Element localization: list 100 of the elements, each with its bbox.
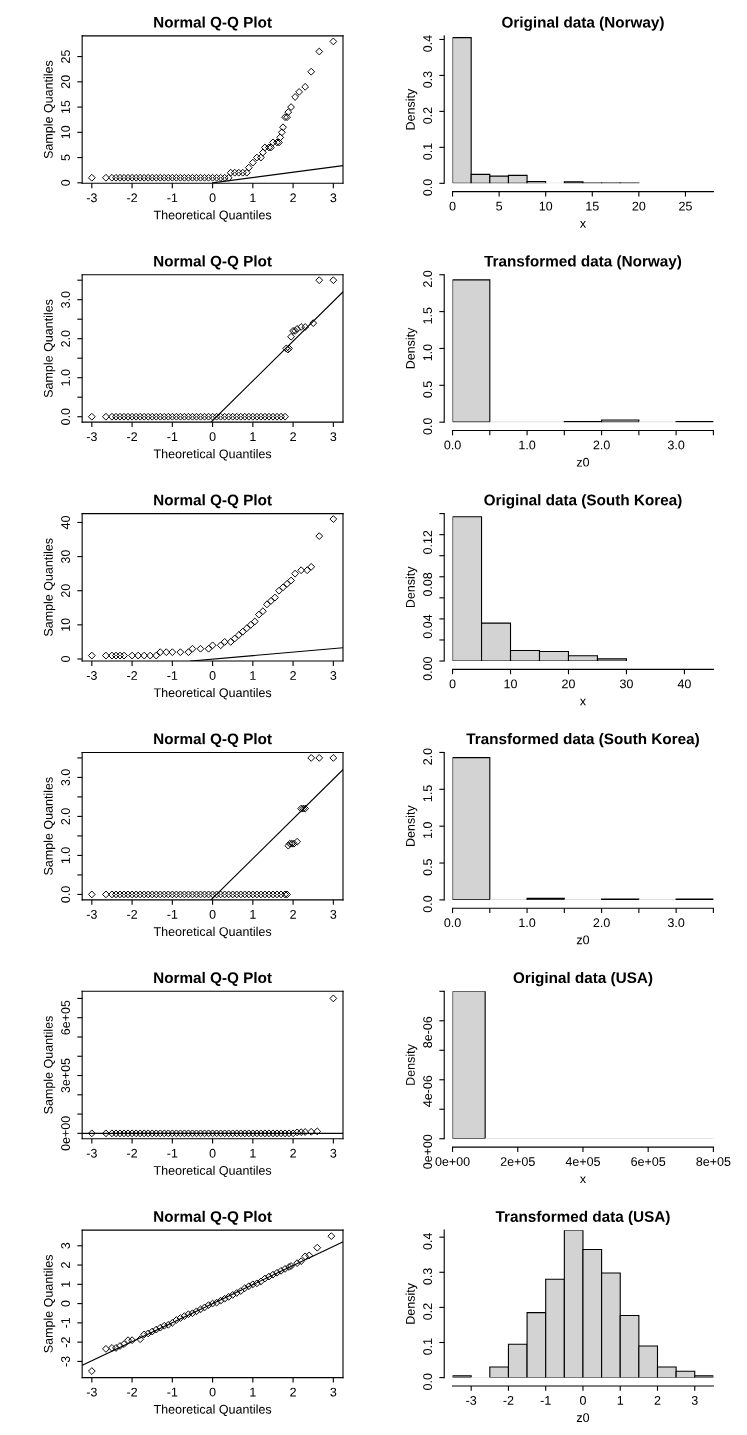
y-tick-label: 4e-06 bbox=[423, 1075, 433, 1107]
y-axis-title: Sample Quantiles bbox=[43, 299, 56, 398]
x-axis-title: z0 bbox=[576, 457, 590, 467]
chart-title: Normal Q-Q Plot bbox=[154, 971, 272, 986]
y-tick-label: 2.0 bbox=[61, 330, 70, 347]
x-tick-label: 3.0 bbox=[667, 440, 685, 450]
y-tick-label: 40 bbox=[61, 516, 70, 530]
y-axis-title: Density bbox=[405, 1044, 418, 1085]
y-tick-label: 0.3 bbox=[423, 1268, 433, 1285]
y-tick-label: -3 bbox=[61, 1356, 70, 1367]
x-tick-label: 10 bbox=[504, 679, 517, 689]
x-tick-label: 3 bbox=[330, 193, 337, 203]
x-tick-label: 3 bbox=[330, 909, 337, 919]
x-axis-title: x bbox=[579, 1176, 586, 1184]
x-tick-label: -3 bbox=[86, 671, 97, 680]
x-tick-label: 4e+05 bbox=[565, 1157, 600, 1166]
x-tick-label: 2.0 bbox=[593, 918, 610, 928]
x-tick-label: 2 bbox=[290, 909, 296, 919]
chart-title: Original data (USA) bbox=[513, 971, 653, 987]
y-tick-label: 30 bbox=[61, 550, 70, 564]
x-tick-label: 0.0 bbox=[444, 918, 461, 928]
chart-title: Normal Q-Q Plot bbox=[154, 16, 272, 31]
y-tick-label: 15 bbox=[61, 100, 70, 114]
y-tick-label: 0 bbox=[61, 656, 70, 662]
x-tick-label: 1 bbox=[250, 193, 256, 203]
x-tick-label: 10 bbox=[539, 201, 553, 211]
x-tick-label: 2 bbox=[654, 1395, 661, 1405]
x-tick-label: 3 bbox=[330, 1387, 337, 1397]
x-tick-label: 2 bbox=[290, 432, 296, 441]
y-tick-label: 1.0 bbox=[423, 822, 433, 839]
y-tick-label: 10 bbox=[61, 618, 70, 631]
x-tick-label: 0 bbox=[449, 679, 456, 689]
x-tick-label: -1 bbox=[167, 1387, 178, 1397]
x-tick-label: 3 bbox=[330, 671, 337, 680]
x-tick-label: -2 bbox=[127, 193, 138, 203]
y-tick-label: 1 bbox=[61, 1281, 70, 1287]
y-tick-label: 20 bbox=[61, 75, 70, 89]
x-tick-label: 20 bbox=[632, 201, 646, 211]
y-tick-label: 0.2 bbox=[423, 107, 433, 124]
x-axis-title: x bbox=[579, 221, 586, 228]
y-tick-label: 1.0 bbox=[61, 847, 70, 864]
y-axis-title: Sample Quantiles bbox=[43, 777, 56, 875]
x-tick-label: -1 bbox=[167, 1148, 178, 1158]
x-tick-label: 0e+00 bbox=[435, 1157, 470, 1166]
x-tick-label: 30 bbox=[619, 679, 633, 689]
x-axis-title: Theoretical Quantiles bbox=[153, 210, 272, 222]
x-tick-label: 3.0 bbox=[667, 918, 685, 928]
x-tick-label: -3 bbox=[86, 193, 97, 203]
y-tick-label: 2.0 bbox=[61, 808, 70, 825]
chart-title: Original data (Norway) bbox=[502, 16, 664, 31]
x-tick-label: -3 bbox=[86, 1387, 97, 1397]
y-tick-label: 10 bbox=[61, 125, 70, 139]
y-tick-label: 1.0 bbox=[423, 344, 433, 361]
x-tick-label: -3 bbox=[466, 1395, 477, 1405]
x-tick-label: -2 bbox=[127, 432, 138, 441]
y-tick-label: 0.4 bbox=[423, 1233, 433, 1250]
x-tick-label: 0 bbox=[209, 193, 216, 203]
x-tick-label: 0 bbox=[579, 1395, 586, 1405]
y-tick-label: 3.0 bbox=[61, 291, 70, 308]
chart-title: Original data (South Korea) bbox=[484, 494, 682, 509]
x-tick-label: 2 bbox=[290, 671, 296, 680]
x-tick-label: 1.0 bbox=[519, 918, 536, 928]
y-tick-label: 2.0 bbox=[423, 270, 433, 287]
x-axis-title: z0 bbox=[576, 935, 590, 945]
x-tick-label: -2 bbox=[503, 1395, 514, 1405]
x-axis-title: z0 bbox=[576, 1413, 590, 1423]
y-tick-label: 0.3 bbox=[423, 71, 433, 88]
y-tick-label: -1 bbox=[61, 1317, 70, 1328]
x-tick-label: 6e+05 bbox=[631, 1157, 666, 1166]
x-tick-label: -3 bbox=[86, 1148, 97, 1158]
x-axis-title: x bbox=[579, 698, 586, 706]
chart-title: Transformed data (South Korea) bbox=[466, 733, 699, 748]
chart-title: Normal Q-Q Plot bbox=[154, 494, 272, 509]
x-tick-label: 1 bbox=[250, 1148, 256, 1158]
x-tick-label: -3 bbox=[86, 432, 97, 442]
x-tick-label: 25 bbox=[679, 201, 692, 211]
chart-title: Normal Q-Q Plot bbox=[154, 1210, 272, 1225]
x-tick-label: 3 bbox=[330, 432, 337, 442]
x-tick-label: 2.0 bbox=[593, 440, 610, 450]
y-tick-label: 3e+05 bbox=[61, 1058, 70, 1093]
y-tick-label: 0.08 bbox=[423, 572, 433, 597]
y-tick-label: 2 bbox=[61, 1262, 70, 1268]
x-tick-label: 15 bbox=[586, 201, 599, 211]
x-tick-label: -2 bbox=[127, 1148, 138, 1158]
y-axis-title: Density bbox=[405, 327, 418, 369]
x-tick-label: 0 bbox=[209, 909, 216, 919]
y-axis-title: Density bbox=[405, 805, 418, 846]
y-tick-label: 0.1 bbox=[423, 143, 433, 160]
x-axis-title: Theoretical Quantiles bbox=[153, 926, 272, 939]
x-tick-label: 3 bbox=[330, 1148, 337, 1158]
x-tick-label: 0.0 bbox=[444, 440, 461, 450]
y-tick-label: 3.0 bbox=[61, 769, 70, 786]
y-tick-label: 1.0 bbox=[61, 369, 70, 386]
x-tick-label: 1 bbox=[617, 1396, 624, 1405]
y-tick-label: 6e+05 bbox=[61, 1000, 70, 1035]
y-axis-title: Density bbox=[405, 88, 418, 130]
x-tick-label: 2e+05 bbox=[500, 1157, 535, 1166]
y-tick-label: 3 bbox=[61, 1242, 70, 1249]
y-tick-label: 0 bbox=[61, 1300, 70, 1307]
y-tick-label: 0 bbox=[61, 179, 70, 186]
